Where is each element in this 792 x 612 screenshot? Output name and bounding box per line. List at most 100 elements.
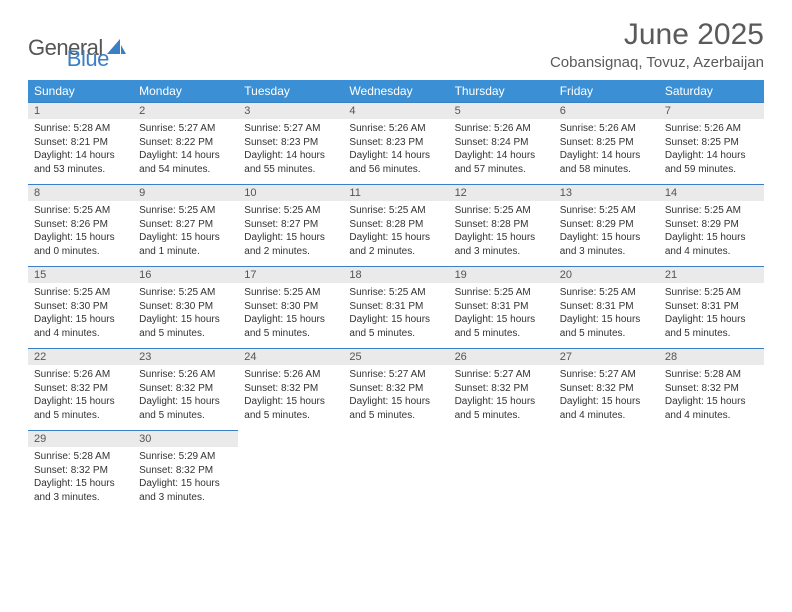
sunset-line: Sunset: 8:31 PM xyxy=(349,300,442,314)
day-body: Sunrise: 5:25 AMSunset: 8:30 PMDaylight:… xyxy=(28,283,133,348)
weekday-header: Wednesday xyxy=(343,80,448,102)
sunrise-line: Sunrise: 5:25 AM xyxy=(34,204,127,218)
calendar-cell: 13Sunrise: 5:25 AMSunset: 8:29 PMDayligh… xyxy=(554,184,659,266)
day-body: Sunrise: 5:29 AMSunset: 8:32 PMDaylight:… xyxy=(133,447,238,512)
calendar-cell: 9Sunrise: 5:25 AMSunset: 8:27 PMDaylight… xyxy=(133,184,238,266)
sunset-line: Sunset: 8:32 PM xyxy=(665,382,758,396)
calendar-cell xyxy=(449,430,554,512)
sunrise-line: Sunrise: 5:25 AM xyxy=(244,286,337,300)
day-body: Sunrise: 5:27 AMSunset: 8:32 PMDaylight:… xyxy=(449,365,554,430)
calendar-row: 8Sunrise: 5:25 AMSunset: 8:26 PMDaylight… xyxy=(28,184,764,266)
sunset-line: Sunset: 8:32 PM xyxy=(349,382,442,396)
sunrise-line: Sunrise: 5:28 AM xyxy=(34,122,127,136)
daylight-line: Daylight: 15 hours and 5 minutes. xyxy=(560,313,653,340)
calendar-cell: 21Sunrise: 5:25 AMSunset: 8:31 PMDayligh… xyxy=(659,266,764,348)
day-body: Sunrise: 5:28 AMSunset: 8:21 PMDaylight:… xyxy=(28,119,133,184)
day-number: 23 xyxy=(133,348,238,365)
sunset-line: Sunset: 8:26 PM xyxy=(34,218,127,232)
sunrise-line: Sunrise: 5:25 AM xyxy=(139,286,232,300)
sunrise-line: Sunrise: 5:25 AM xyxy=(455,286,548,300)
calendar-cell: 30Sunrise: 5:29 AMSunset: 8:32 PMDayligh… xyxy=(133,430,238,512)
day-number: 7 xyxy=(659,102,764,119)
day-number: 27 xyxy=(554,348,659,365)
daylight-line: Daylight: 14 hours and 58 minutes. xyxy=(560,149,653,176)
day-body: Sunrise: 5:26 AMSunset: 8:25 PMDaylight:… xyxy=(659,119,764,184)
day-body: Sunrise: 5:25 AMSunset: 8:31 PMDaylight:… xyxy=(449,283,554,348)
day-body: Sunrise: 5:28 AMSunset: 8:32 PMDaylight:… xyxy=(28,447,133,512)
day-body: Sunrise: 5:25 AMSunset: 8:30 PMDaylight:… xyxy=(133,283,238,348)
sunrise-line: Sunrise: 5:27 AM xyxy=(244,122,337,136)
day-number: 26 xyxy=(449,348,554,365)
sunset-line: Sunset: 8:32 PM xyxy=(139,464,232,478)
calendar-cell: 27 Sunrise: 5:27 AMSunset: 8:32 PMDayligh… xyxy=(554,348,659,430)
day-body: Sunrise: 5:27 AMSunset: 8:22 PMDaylight:… xyxy=(133,119,238,184)
weekday-header: Tuesday xyxy=(238,80,343,102)
day-body: Sunrise: 5:26 AMSunset: 8:23 PMDaylight:… xyxy=(343,119,448,184)
sunset-line: Sunset: 8:32 PM xyxy=(244,382,337,396)
sunset-line: Sunset: 8:32 PM xyxy=(560,382,653,396)
daylight-line: Daylight: 15 hours and 1 minute. xyxy=(139,231,232,258)
logo-text-blue: Blue xyxy=(67,46,109,72)
daylight-line: Daylight: 15 hours and 5 minutes. xyxy=(34,395,127,422)
sunset-line: Sunset: 8:23 PM xyxy=(244,136,337,150)
sunrise-line: Sunrise: 5:27 AM xyxy=(349,368,442,382)
day-number: 1 xyxy=(28,102,133,119)
header: General Blue June 2025 Cobansignaq, Tovu… xyxy=(28,18,764,72)
calendar-cell: 4Sunrise: 5:26 AMSunset: 8:23 PMDaylight… xyxy=(343,102,448,184)
daylight-line: Daylight: 14 hours and 54 minutes. xyxy=(139,149,232,176)
day-body: Sunrise: 5:25 AMSunset: 8:29 PMDaylight:… xyxy=(554,201,659,266)
day-number: 16 xyxy=(133,266,238,283)
sunrise-line: Sunrise: 5:28 AM xyxy=(34,450,127,464)
day-body: Sunrise: 5:25 AMSunset: 8:27 PMDaylight:… xyxy=(238,201,343,266)
calendar-cell: 26Sunrise: 5:27 AMSunset: 8:32 PMDayligh… xyxy=(449,348,554,430)
calendar-cell: 6Sunrise: 5:26 AMSunset: 8:25 PMDaylight… xyxy=(554,102,659,184)
calendar-cell: 1Sunrise: 5:28 AMSunset: 8:21 PMDaylight… xyxy=(28,102,133,184)
day-number: 19 xyxy=(449,266,554,283)
sunrise-line: Sunrise: 5:26 AM xyxy=(139,368,232,382)
calendar-cell: 5Sunrise: 5:26 AMSunset: 8:24 PMDaylight… xyxy=(449,102,554,184)
daylight-line: Daylight: 14 hours and 56 minutes. xyxy=(349,149,442,176)
day-number: 18 xyxy=(343,266,448,283)
day-number: 29 xyxy=(28,430,133,447)
weekday-header: Monday xyxy=(133,80,238,102)
daylight-line: Daylight: 15 hours and 5 minutes. xyxy=(455,313,548,340)
day-body: Sunrise: 5:26 AMSunset: 8:24 PMDaylight:… xyxy=(449,119,554,184)
daylight-line: Daylight: 15 hours and 2 minutes. xyxy=(244,231,337,258)
day-number: 25 xyxy=(343,348,448,365)
location-label: Cobansignaq, Tovuz, Azerbaijan xyxy=(550,54,764,71)
calendar-cell: 25Sunrise: 5:27 AMSunset: 8:32 PMDayligh… xyxy=(343,348,448,430)
sunset-line: Sunset: 8:25 PM xyxy=(560,136,653,150)
calendar-cell: 12Sunrise: 5:25 AMSunset: 8:28 PMDayligh… xyxy=(449,184,554,266)
weekday-header: Sunday xyxy=(28,80,133,102)
daylight-line: Daylight: 15 hours and 4 minutes. xyxy=(560,395,653,422)
sunset-line: Sunset: 8:28 PM xyxy=(349,218,442,232)
sunrise-line: Sunrise: 5:25 AM xyxy=(349,204,442,218)
day-number: 15 xyxy=(28,266,133,283)
sunset-line: Sunset: 8:32 PM xyxy=(34,382,127,396)
calendar-row: 22Sunrise: 5:26 AMSunset: 8:32 PMDayligh… xyxy=(28,348,764,430)
logo: General Blue xyxy=(28,18,109,72)
sunset-line: Sunset: 8:22 PM xyxy=(139,136,232,150)
sunrise-line: Sunrise: 5:25 AM xyxy=(34,286,127,300)
calendar-cell xyxy=(659,430,764,512)
sunrise-line: Sunrise: 5:26 AM xyxy=(665,122,758,136)
day-number: 24 xyxy=(238,348,343,365)
calendar-cell: 8Sunrise: 5:25 AMSunset: 8:26 PMDaylight… xyxy=(28,184,133,266)
day-number: 12 xyxy=(449,184,554,201)
calendar-cell xyxy=(554,430,659,512)
day-number: 28 xyxy=(659,348,764,365)
sunset-line: Sunset: 8:32 PM xyxy=(139,382,232,396)
sunrise-line: Sunrise: 5:25 AM xyxy=(560,204,653,218)
sunrise-line: Sunrise: 5:25 AM xyxy=(455,204,548,218)
sunset-line: Sunset: 8:24 PM xyxy=(455,136,548,150)
calendar-cell: 7Sunrise: 5:26 AMSunset: 8:25 PMDaylight… xyxy=(659,102,764,184)
daylight-line: Daylight: 15 hours and 5 minutes. xyxy=(455,395,548,422)
day-body: Sunrise: 5:26 AMSunset: 8:32 PMDaylight:… xyxy=(133,365,238,430)
sunrise-line: Sunrise: 5:27 AM xyxy=(560,368,653,382)
day-body: Sunrise: 5:25 AMSunset: 8:28 PMDaylight:… xyxy=(343,201,448,266)
sunrise-line: Sunrise: 5:25 AM xyxy=(665,204,758,218)
day-body: Sunrise: 5:25 AMSunset: 8:26 PMDaylight:… xyxy=(28,201,133,266)
day-body: Sunrise: 5:27 AMSunset: 8:23 PMDaylight:… xyxy=(238,119,343,184)
daylight-line: Daylight: 15 hours and 5 minutes. xyxy=(139,395,232,422)
day-body: Sunrise: 5:26 AMSunset: 8:32 PMDaylight:… xyxy=(28,365,133,430)
